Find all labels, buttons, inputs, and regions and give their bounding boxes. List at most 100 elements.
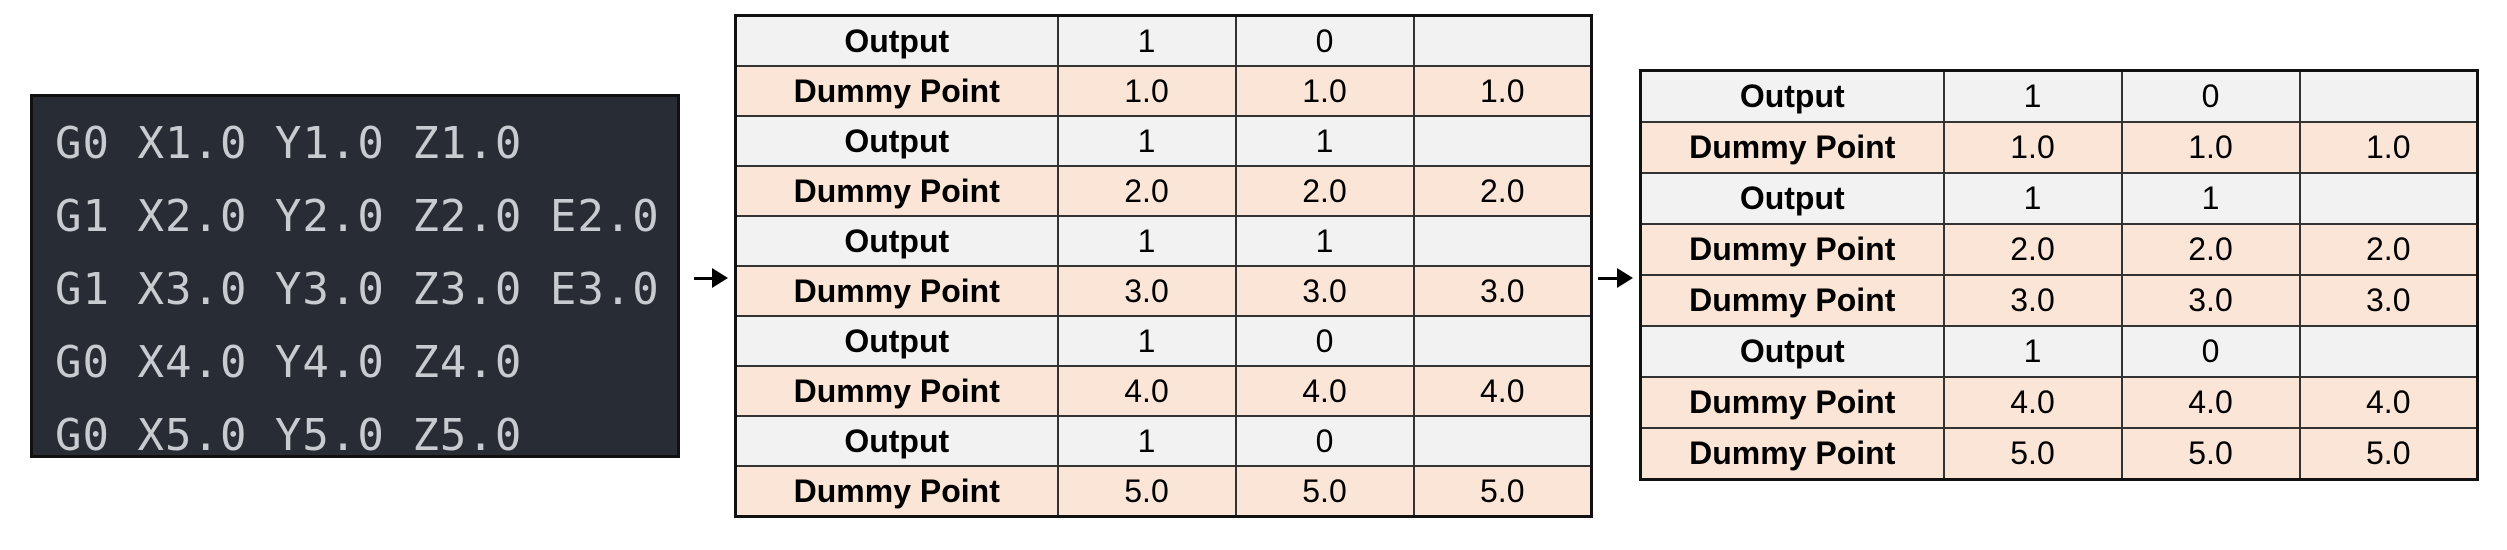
value-cell [2298,69,2479,123]
gcode-line: G1 X2.0 Y2.0 Z2.0 E2.0 [55,191,660,242]
table-body: Output 1 0 Dummy Point 1.0 1.0 1.0 Output 1 1 Dumm… [1639,69,2479,481]
row-label-cell: Dummy Point [734,465,1059,518]
value-cell [1412,415,1593,467]
value-cell: 0 [1234,415,1415,467]
value-cell: 1 [1056,315,1237,367]
row-label-cell: Dummy Point [734,65,1059,117]
value-cell: 3.0 [1056,265,1237,317]
value-cell: 3.0 [1412,265,1593,317]
value-cell: 1 [1942,325,2123,378]
row-label-cell: Output [734,14,1059,67]
table-row: Dummy Point 4.0 4.0 4.0 [734,365,1593,417]
table-body: Output 1 0 Dummy Point 1.0 1.0 1.0 Output 1 1 Dumm… [734,14,1593,518]
value-cell: 5.0 [1234,465,1415,518]
value-cell: 1.0 [1412,65,1593,117]
table-row: Output 1 0 [734,14,1593,67]
value-cell: 1.0 [1234,65,1415,117]
value-cell: 5.0 [2120,427,2301,481]
value-cell: 4.0 [2120,376,2301,429]
value-cell: 1.0 [2298,121,2479,174]
gcode-line: G0 X5.0 Y5.0 Z5.0 [55,410,523,461]
table-row: Output 1 1 [734,115,1593,167]
row-label-cell: Output [1639,172,1945,225]
value-cell: 3.0 [2298,274,2479,327]
row-label-cell: Dummy Point [734,265,1059,317]
row-label-cell: Output [734,115,1059,167]
table-row: Output 1 0 [1639,325,2479,378]
table-row: Dummy Point 2.0 2.0 2.0 [1639,223,2479,276]
table-row: Dummy Point 3.0 3.0 3.0 [734,265,1593,317]
row-label-cell: Dummy Point [1639,274,1945,327]
table-all-points: Output 1 0 Dummy Point 1.0 1.0 1.0 Output 1 1 Dumm… [734,14,1593,518]
row-label-cell: Output [734,415,1059,467]
table-row: Dummy Point 4.0 4.0 4.0 [1639,376,2479,429]
value-cell [1412,215,1593,267]
value-cell: 4.0 [2298,376,2479,429]
row-label-cell: Dummy Point [1639,121,1945,174]
value-cell: 2.0 [1942,223,2123,276]
table-row: Output 1 1 [1639,172,2479,225]
table-row: Dummy Point 3.0 3.0 3.0 [1639,274,2479,327]
value-cell: 1 [1942,69,2123,123]
value-cell: 1 [1234,115,1415,167]
table-row: Output 1 0 [1639,69,2479,123]
value-cell: 4.0 [1234,365,1415,417]
value-cell: 5.0 [1942,427,2123,481]
value-cell: 1.0 [1056,65,1237,117]
value-cell: 5.0 [2298,427,2479,481]
row-label-cell: Dummy Point [734,165,1059,217]
gcode-panel: G0 X1.0 Y1.0 Z1.0 G1 X2.0 Y2.0 Z2.0 E2.0… [30,94,680,461]
row-label-cell: Dummy Point [1639,427,1945,481]
value-cell: 4.0 [1412,365,1593,417]
value-cell [2298,325,2479,378]
value-cell: 5.0 [1412,465,1593,518]
gcode-line: G0 X4.0 Y4.0 Z4.0 [55,337,523,388]
gcode-line: G0 X1.0 Y1.0 Z1.0 [55,118,523,169]
value-cell: 2.0 [1412,165,1593,217]
value-cell: 1 [1056,115,1237,167]
value-cell: 1.0 [2120,121,2301,174]
value-cell: 2.0 [1056,165,1237,217]
value-cell: 0 [2120,69,2301,123]
value-cell: 1.0 [1942,121,2123,174]
value-cell: 2.0 [2298,223,2479,276]
value-cell: 2.0 [2120,223,2301,276]
value-cell: 1 [1056,415,1237,467]
value-cell: 5.0 [1056,465,1237,518]
value-cell [1412,315,1593,367]
row-label-cell: Output [1639,69,1945,123]
value-cell: 1 [1234,215,1415,267]
value-cell [1412,115,1593,167]
value-cell: 0 [1234,14,1415,67]
value-cell: 3.0 [1234,265,1415,317]
row-label-cell: Output [734,315,1059,367]
row-label-cell: Output [1639,325,1945,378]
table-row: Output 1 0 [734,415,1593,467]
value-cell: 1 [1942,172,2123,225]
table-row: Output 1 1 [734,215,1593,267]
value-cell: 1 [2120,172,2301,225]
value-cell: 1 [1056,215,1237,267]
table-row: Dummy Point 5.0 5.0 5.0 [1639,427,2479,481]
row-label-cell: Dummy Point [1639,376,1945,429]
table-filtered-points: Output 1 0 Dummy Point 1.0 1.0 1.0 Output 1 1 Dumm… [1639,69,2479,481]
value-cell: 0 [2120,325,2301,378]
value-cell: 3.0 [2120,274,2301,327]
value-cell [1412,14,1593,67]
row-label-cell: Dummy Point [1639,223,1945,276]
table-row: Dummy Point 1.0 1.0 1.0 [1639,121,2479,174]
table-row: Dummy Point 1.0 1.0 1.0 [734,65,1593,117]
value-cell: 4.0 [1942,376,2123,429]
arrow-right-icon [1598,268,1633,288]
value-cell: 0 [1234,315,1415,367]
row-label-cell: Dummy Point [734,365,1059,417]
value-cell: 4.0 [1056,365,1237,417]
table-row: Output 1 0 [734,315,1593,367]
row-label-cell: Output [734,215,1059,267]
table-row: Dummy Point 5.0 5.0 5.0 [734,465,1593,518]
table-row: Dummy Point 2.0 2.0 2.0 [734,165,1593,217]
arrow-right-icon [694,268,728,288]
value-cell: 2.0 [1234,165,1415,217]
value-cell: 1 [1056,14,1237,67]
gcode-line: G1 X3.0 Y3.0 Z3.0 E3.0 [55,264,660,315]
